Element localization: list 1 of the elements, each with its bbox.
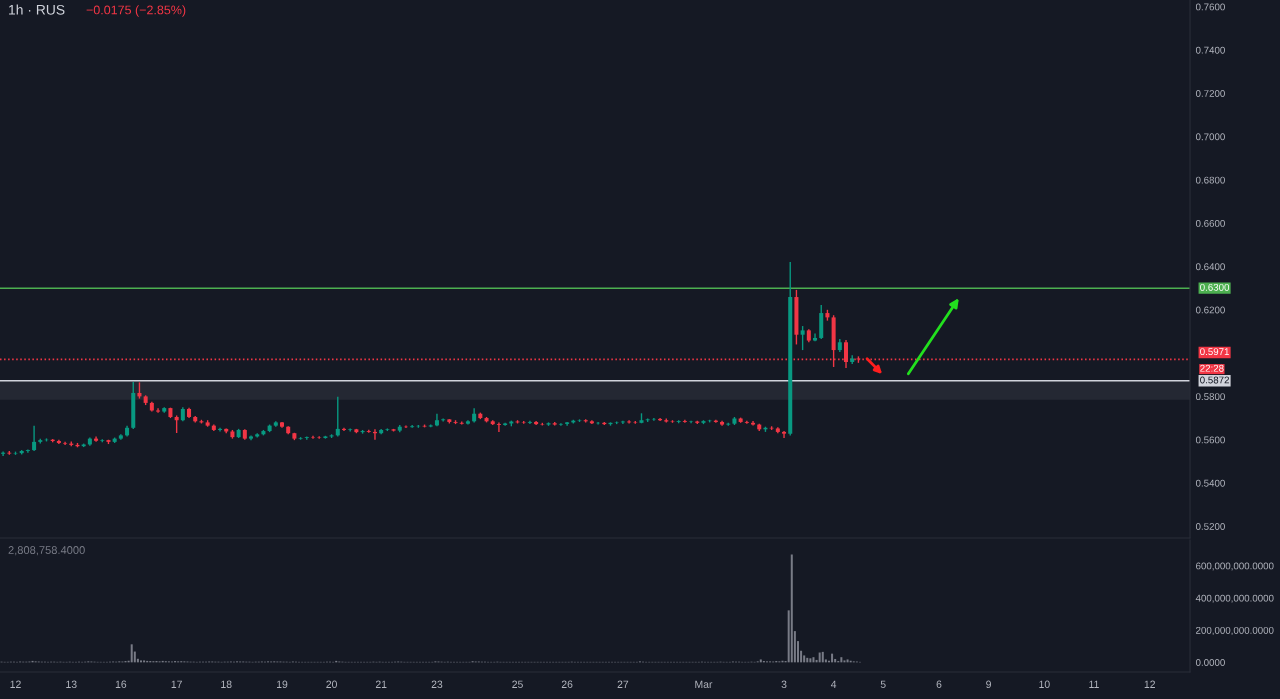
candlestick bbox=[1, 450, 6, 457]
